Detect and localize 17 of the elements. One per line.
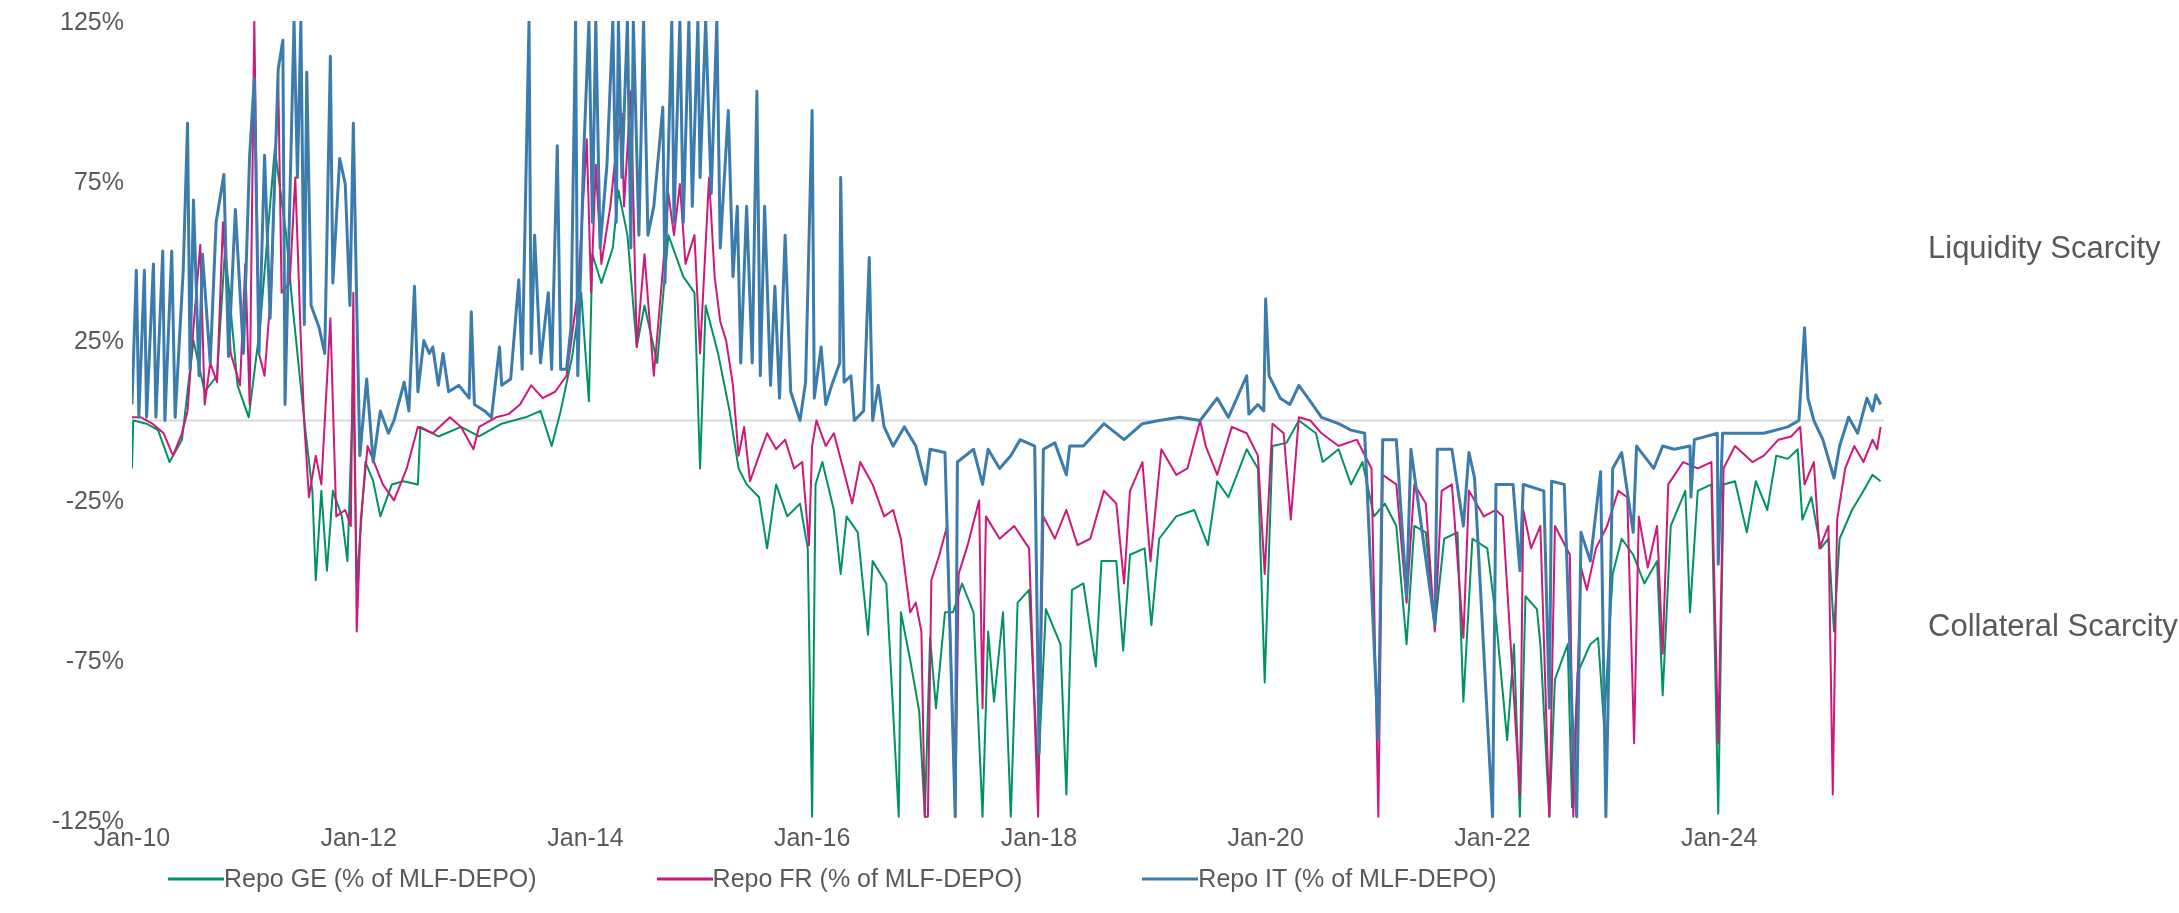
text: Liquidity Scarcity <box>1928 230 2161 266</box>
text: Collateral Scarcity <box>1928 608 2178 644</box>
x-tick-label: Jan-18 <box>1000 822 1078 851</box>
y-tick-label: 75% <box>73 166 124 195</box>
x-tick-label: Jan-22 <box>1454 822 1531 851</box>
x-tick-label: Jan-12 <box>320 822 397 851</box>
y-tick-label: -25% <box>65 486 124 515</box>
legend-label: Repo FR (% of MLF-DEPO) <box>712 864 1023 893</box>
x-tick-label: Jan-24 <box>1680 822 1758 851</box>
y-tick-label: 25% <box>73 326 124 355</box>
y-tick-label: 125% <box>60 6 124 35</box>
x-tick-label: Jan-14 <box>547 822 624 851</box>
legend-label: Repo IT (% of MLF-DEPO) <box>1198 864 1497 893</box>
x-tick-label: Jan-20 <box>1227 822 1304 851</box>
x-tick-label: Jan-16 <box>773 822 851 851</box>
legend-label: Repo GE (% of MLF-DEPO) <box>224 864 537 893</box>
y-tick-label: -75% <box>65 646 124 675</box>
